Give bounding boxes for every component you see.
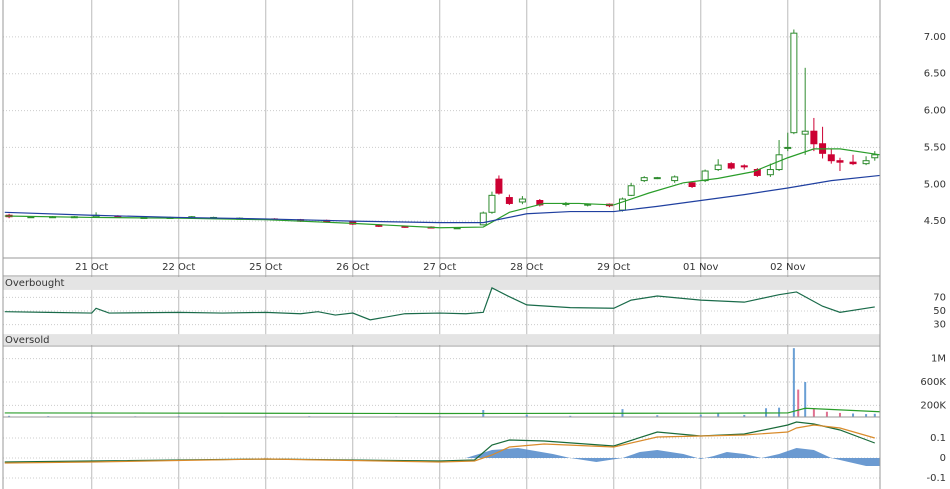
indicator-line (4, 407, 881, 415)
volume-bar (873, 413, 876, 417)
volume-bar (699, 414, 702, 417)
y-tick-label: 6.50 (924, 69, 946, 80)
y-tick-label: 4.50 (924, 216, 946, 227)
x-tick-label: 21 Oct (75, 262, 108, 273)
x-tick-label: 28 Oct (510, 262, 543, 273)
y-tick-label: 30 (933, 320, 946, 331)
volume-bar (838, 412, 841, 417)
indicator-line (4, 148, 881, 229)
histogram-area (4, 448, 881, 466)
y-tick-label: 7.00 (924, 32, 946, 43)
candle-body (688, 182, 696, 187)
candle-body (627, 185, 635, 196)
volume-bar (717, 413, 720, 417)
volume-bar (656, 415, 659, 417)
candle-body (790, 32, 798, 134)
candle-body (505, 197, 513, 204)
candle-body (714, 164, 722, 171)
candle-body (827, 154, 835, 162)
x-tick-label: 25 Oct (249, 262, 282, 273)
x-tick-label: 26 Oct (336, 262, 369, 273)
x-tick-label: 29 Oct (597, 262, 630, 273)
volume-bar (525, 414, 528, 417)
candle-body (836, 160, 844, 163)
y-tick-label: 6.00 (924, 106, 946, 117)
band (3, 277, 880, 290)
y-tick-label: 70 (933, 292, 946, 303)
y-tick-label: 1M (931, 354, 946, 365)
y-tick-label: 50 (933, 306, 946, 317)
candle-body (727, 163, 735, 169)
band-label: Oversold (5, 335, 50, 346)
candle-body (862, 160, 870, 165)
x-tick-label: 22 Oct (162, 262, 195, 273)
volume-bar (569, 415, 572, 417)
candle-body (518, 198, 526, 203)
y-tick-label: -0.1 (926, 473, 946, 484)
y-tick-label: 5.50 (924, 142, 946, 153)
candle-body (640, 177, 648, 182)
y-tick-label: 600K (920, 377, 946, 388)
volume-bar (792, 348, 795, 417)
candle-body (871, 154, 879, 159)
indicator-line (4, 424, 875, 464)
candle-body (766, 169, 774, 176)
candle-body (784, 146, 792, 149)
candle-body (701, 170, 709, 182)
x-tick-label: 02 Nov (770, 262, 806, 273)
volume-bar (797, 389, 800, 417)
candle-body (479, 212, 487, 226)
y-tick-label: 5.00 (924, 179, 946, 190)
candle-body (671, 176, 679, 182)
candle-body (495, 178, 503, 194)
candle-body (849, 161, 857, 165)
indicator-line (4, 421, 875, 463)
candle-body (488, 194, 496, 213)
volume-bar (90, 415, 93, 417)
candle-body (740, 165, 748, 168)
volume-bar (8, 415, 11, 417)
y-tick-label: 200K (920, 400, 946, 411)
candle-body (653, 177, 661, 180)
band-label: Overbought (5, 278, 65, 289)
candle-body (810, 130, 818, 145)
volume-bar (852, 413, 855, 417)
volume-bar (865, 414, 868, 417)
volume-bar (804, 382, 807, 417)
band (3, 334, 880, 345)
date-band (3, 258, 880, 276)
volume-bar (612, 415, 615, 417)
x-tick-label: 27 Oct (423, 262, 456, 273)
volume-bar (825, 411, 828, 417)
y-tick-label: 0.1 (930, 433, 946, 444)
volume-bar (778, 407, 781, 417)
y-tick-label: 0 (940, 453, 946, 464)
volume-bar (743, 414, 746, 417)
candle-body (801, 130, 809, 135)
indicator-line (4, 174, 881, 224)
volume-bar (812, 408, 815, 417)
x-tick-label: 01 Nov (683, 262, 719, 273)
indicator-line (4, 287, 875, 321)
